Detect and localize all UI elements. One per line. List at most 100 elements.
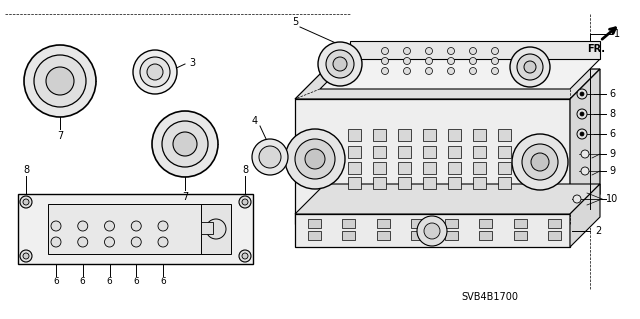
Circle shape	[239, 196, 251, 208]
Text: 7: 7	[57, 131, 63, 141]
Bar	[48, 204, 203, 254]
Circle shape	[285, 129, 345, 189]
Text: 3: 3	[189, 58, 195, 68]
Bar	[398, 146, 411, 158]
Bar	[473, 129, 486, 141]
Circle shape	[242, 199, 248, 205]
Polygon shape	[295, 184, 600, 214]
Text: 6: 6	[80, 278, 86, 286]
Text: 1: 1	[614, 29, 620, 39]
Circle shape	[77, 237, 88, 247]
Polygon shape	[570, 69, 600, 224]
Text: 9: 9	[609, 166, 615, 176]
Circle shape	[524, 61, 536, 73]
Bar	[479, 231, 492, 240]
Circle shape	[259, 146, 281, 168]
Circle shape	[426, 57, 433, 64]
Circle shape	[447, 48, 454, 55]
Bar	[308, 219, 321, 228]
Circle shape	[580, 92, 584, 96]
Bar	[373, 129, 386, 141]
Circle shape	[133, 50, 177, 94]
Polygon shape	[320, 59, 600, 89]
Bar	[411, 219, 424, 228]
Circle shape	[20, 196, 32, 208]
Circle shape	[131, 237, 141, 247]
Circle shape	[24, 45, 96, 117]
Circle shape	[242, 253, 248, 259]
Bar	[473, 177, 486, 189]
Bar	[201, 204, 231, 254]
Circle shape	[403, 57, 410, 64]
Polygon shape	[295, 69, 600, 99]
Circle shape	[333, 57, 347, 71]
Bar	[423, 162, 436, 174]
Text: 8: 8	[23, 165, 29, 175]
Bar	[373, 162, 386, 174]
Circle shape	[470, 68, 477, 75]
Circle shape	[152, 111, 218, 177]
Circle shape	[51, 237, 61, 247]
Bar	[348, 129, 361, 141]
Circle shape	[104, 237, 115, 247]
Circle shape	[492, 68, 499, 75]
Circle shape	[573, 195, 581, 203]
Bar	[445, 219, 458, 228]
Circle shape	[381, 68, 388, 75]
Circle shape	[77, 221, 88, 231]
Bar	[423, 129, 436, 141]
Text: 8: 8	[609, 109, 615, 119]
Bar	[473, 146, 486, 158]
Circle shape	[492, 57, 499, 64]
Circle shape	[581, 150, 589, 158]
Circle shape	[23, 199, 29, 205]
Text: 9: 9	[609, 149, 615, 159]
Polygon shape	[350, 41, 600, 59]
Circle shape	[581, 167, 589, 175]
Circle shape	[426, 48, 433, 55]
Bar	[548, 231, 561, 240]
Circle shape	[470, 48, 477, 55]
Bar	[398, 177, 411, 189]
Circle shape	[51, 221, 61, 231]
Circle shape	[104, 221, 115, 231]
Circle shape	[158, 221, 168, 231]
Circle shape	[492, 48, 499, 55]
Circle shape	[318, 42, 362, 86]
Circle shape	[517, 54, 543, 80]
Text: 6: 6	[107, 278, 113, 286]
Circle shape	[326, 50, 354, 78]
Bar	[479, 219, 492, 228]
Circle shape	[140, 57, 170, 87]
Bar	[498, 162, 511, 174]
Circle shape	[426, 68, 433, 75]
Circle shape	[252, 139, 288, 175]
Circle shape	[46, 67, 74, 95]
Bar	[373, 146, 386, 158]
Circle shape	[403, 48, 410, 55]
Circle shape	[34, 55, 86, 107]
Text: 6: 6	[53, 278, 59, 286]
Text: 5: 5	[292, 17, 298, 27]
Bar	[342, 231, 355, 240]
Circle shape	[158, 237, 168, 247]
Bar	[308, 231, 321, 240]
Bar	[373, 177, 386, 189]
Circle shape	[173, 132, 197, 156]
Bar	[548, 219, 561, 228]
Text: 6: 6	[609, 129, 615, 139]
Circle shape	[403, 68, 410, 75]
Text: 7: 7	[182, 192, 188, 202]
Bar	[411, 231, 424, 240]
Bar	[348, 162, 361, 174]
Bar	[18, 194, 253, 264]
Bar	[498, 177, 511, 189]
Bar	[398, 162, 411, 174]
Circle shape	[580, 112, 584, 116]
Circle shape	[381, 57, 388, 64]
Bar	[423, 177, 436, 189]
Circle shape	[417, 216, 447, 246]
Bar	[201, 222, 213, 234]
Circle shape	[206, 219, 226, 239]
Circle shape	[305, 149, 325, 169]
